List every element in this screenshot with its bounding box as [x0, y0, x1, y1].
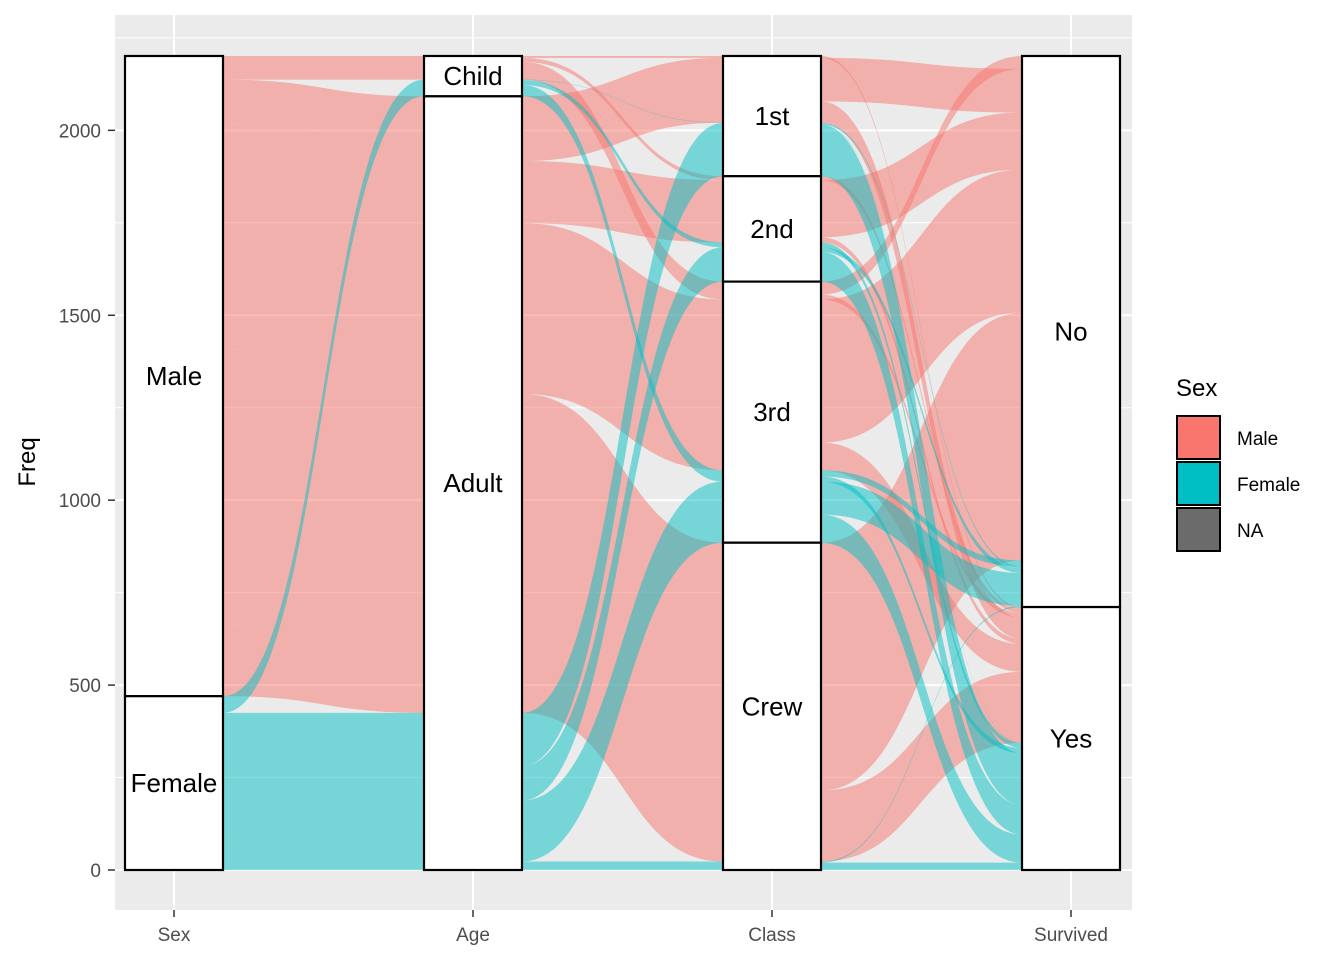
alluvium-male [223, 74, 424, 80]
alluvium-female [223, 861, 424, 863]
legend-key-male [1176, 415, 1221, 460]
alluvium-female [223, 712, 424, 715]
alluvium-female [223, 800, 424, 834]
alluvium-male [821, 57, 1022, 113]
alluvium-female [223, 862, 424, 870]
alluvium-female [522, 80, 723, 248]
stratum-label: 2nd [750, 214, 793, 244]
alluvium-female [223, 91, 424, 713]
y-tick-label: 2000 [59, 121, 101, 142]
stratum-male [123, 54, 225, 698]
alluvium-male [821, 176, 1022, 613]
legend-title: Sex [1176, 375, 1217, 402]
legend-label: Female [1237, 475, 1300, 496]
y-tick-label: 500 [69, 676, 101, 697]
alluvium-female [821, 247, 1022, 574]
alluvium-male [223, 144, 424, 218]
alluvium-male [223, 61, 424, 75]
alluvium-female [223, 80, 424, 702]
alluvium-female [522, 862, 723, 870]
alluvium-female [522, 514, 723, 862]
stratum-label: 3rd [753, 397, 791, 427]
alluvium-female [821, 862, 1022, 870]
alluvium-female [821, 476, 1022, 754]
strata-layer: Male Female Child Adult 1st 2nd 3rd Crew No Yes [123, 54, 1122, 872]
stratum-label: Yes [1050, 724, 1092, 754]
alluvium-female [223, 714, 424, 767]
alluvium-female [223, 79, 424, 697]
stratum-yes [1020, 605, 1122, 872]
alluvium-male [522, 57, 723, 140]
y-tick-label: 1000 [59, 491, 101, 512]
stratum-no [1020, 54, 1122, 609]
alluvium-male [821, 169, 1022, 443]
alluvium-female [223, 833, 424, 862]
stratum-crew [721, 541, 823, 872]
y-tick-label: 0 [90, 861, 101, 882]
alluvium-female [821, 124, 1022, 805]
alluvium-female [223, 766, 424, 771]
stratum-label: Male [146, 361, 202, 391]
y-axis-title: Freq [14, 437, 41, 486]
legend-label: NA [1237, 521, 1264, 542]
alluvium-female [821, 514, 1022, 863]
flows-layer [223, 56, 1022, 870]
legend-key-female [1176, 461, 1221, 506]
y-tick-label: 1500 [59, 306, 101, 327]
stratum-3rd [721, 280, 823, 544]
x-tick-label: Survived [1034, 925, 1108, 946]
stratum-adult [422, 95, 524, 872]
x-tick-label: Class [748, 925, 796, 946]
x-tick-label: Sex [158, 925, 191, 946]
alluvium-female [223, 84, 424, 708]
alluvium-female [522, 79, 723, 123]
alluvium-female [522, 91, 723, 482]
x-tick-label: Age [456, 925, 490, 946]
alluvium-female [821, 605, 1022, 863]
legend-label: Male [1237, 429, 1278, 450]
alluvium-female [522, 124, 723, 767]
legend: Sex Male Female NA [1176, 375, 1300, 552]
alluvium-female [522, 122, 723, 715]
alluvium-female [223, 770, 424, 801]
alluvium-female [821, 122, 1022, 744]
stratum-label: No [1054, 317, 1087, 347]
alluvium-male [522, 56, 723, 58]
alluvium-male [522, 101, 723, 162]
x-axis: Sex Age Class Survived [158, 910, 1108, 946]
alluvium-female [522, 252, 723, 801]
alluvium-male [223, 56, 424, 58]
alluvium-male [522, 223, 723, 443]
alluvium-male [223, 57, 424, 62]
alluvium-female [821, 242, 1022, 748]
alluvium-female [522, 247, 723, 771]
alluvium-female [821, 470, 1022, 567]
alluvium-male [223, 349, 424, 395]
alluvium-male [223, 206, 424, 367]
alluvium-female [522, 481, 723, 834]
stratum-label: Adult [443, 468, 503, 498]
legend-key-na [1176, 507, 1221, 552]
stratum-label: Child [443, 61, 502, 91]
stratum-label: Female [131, 768, 218, 798]
alluvium-female [821, 122, 1022, 569]
alluvium-female [821, 481, 1022, 606]
stratum-label: 1st [755, 101, 790, 131]
alluvium-female [522, 861, 723, 863]
alluvium-male [223, 201, 424, 224]
stratum-female [123, 695, 225, 872]
y-axis: 0 500 1000 1500 2000 [59, 121, 115, 882]
alluvium-male [223, 377, 424, 642]
alluvium-male [223, 79, 424, 140]
stratum-label: Crew [742, 691, 803, 721]
alluvium-male [522, 394, 723, 791]
alluvium-female [522, 84, 723, 477]
